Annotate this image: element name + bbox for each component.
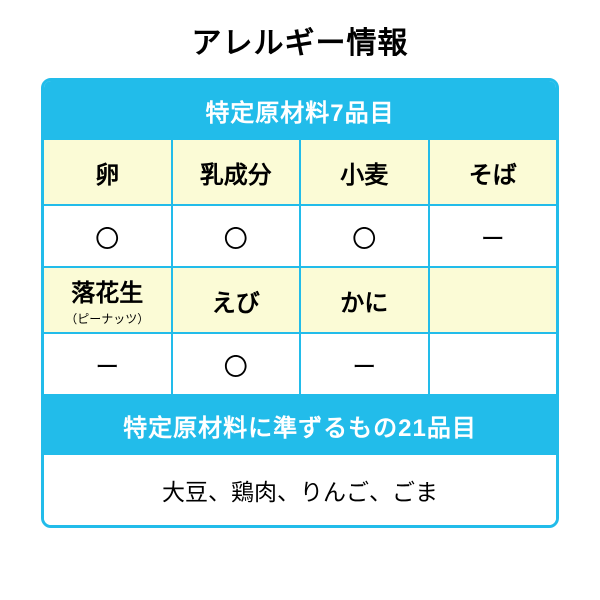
- section1-header: 特定原材料7品目: [44, 81, 556, 140]
- page-title: アレルギー情報: [192, 18, 409, 62]
- label-cell: かに: [301, 268, 430, 332]
- value-cell: [430, 334, 557, 394]
- label-row-2: 落花生 （ピーナッツ） えび かに: [44, 268, 556, 334]
- label-cell: 乳成分: [173, 140, 302, 204]
- allergy-table: 特定原材料7品目 卵 乳成分 小麦 そば 〇 〇 〇 ー 落花生 （ピーナッツ）…: [41, 78, 559, 528]
- value-cell: ー: [301, 334, 430, 394]
- value-cell: 〇: [301, 206, 430, 266]
- label-cell: [430, 268, 557, 332]
- label-cell: えび: [173, 268, 302, 332]
- label-cell: そば: [430, 140, 557, 204]
- label-text: 落花生: [71, 273, 143, 308]
- label-cell: 小麦: [301, 140, 430, 204]
- section2-header: 特定原材料に準ずるもの21品目: [44, 396, 556, 455]
- label-cell: 卵: [44, 140, 173, 204]
- value-row-1: 〇 〇 〇 ー: [44, 206, 556, 268]
- value-cell: 〇: [44, 206, 173, 266]
- value-cell: 〇: [173, 334, 302, 394]
- value-cell: 〇: [173, 206, 302, 266]
- label-row-1: 卵 乳成分 小麦 そば: [44, 140, 556, 206]
- label-cell: 落花生 （ピーナッツ）: [44, 268, 173, 332]
- value-row-2: ー 〇 ー: [44, 334, 556, 396]
- label-sub: （ピーナッツ）: [65, 310, 149, 327]
- section2-content: 大豆、鶏肉、りんご、ごま: [44, 455, 556, 525]
- value-cell: ー: [44, 334, 173, 394]
- value-cell: ー: [430, 206, 557, 266]
